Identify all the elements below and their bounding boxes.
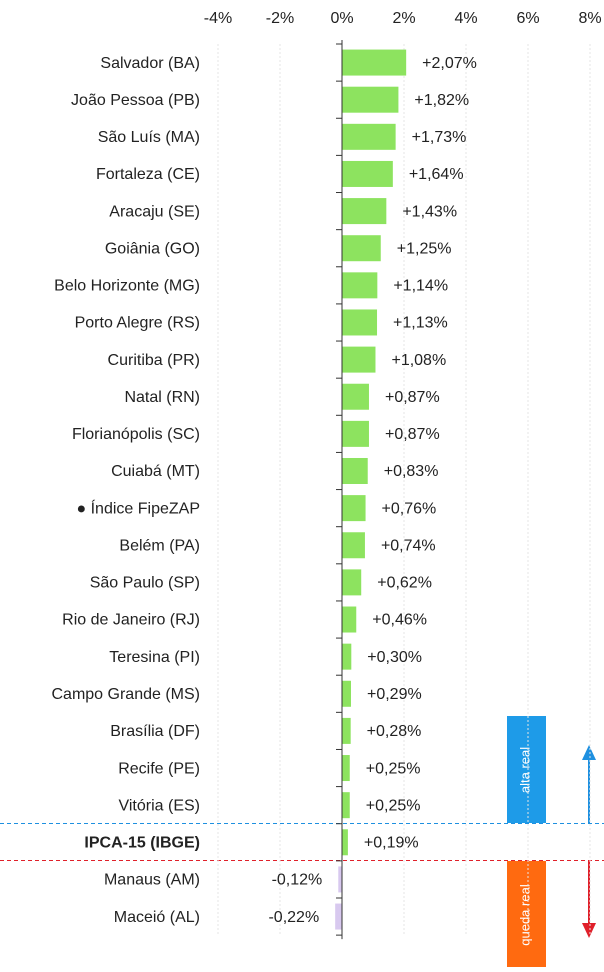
- value-label: +2,07%: [422, 55, 477, 72]
- y-tick-label: Teresina (PI): [109, 649, 200, 666]
- value-label: -0,22%: [268, 909, 319, 926]
- x-tick-label: 0%: [330, 10, 353, 27]
- bar: [342, 123, 396, 150]
- value-label: +1,08%: [391, 352, 446, 369]
- bar: [342, 420, 369, 447]
- queda-box: [507, 861, 546, 967]
- bar: [342, 457, 368, 484]
- value-label: +1,64%: [409, 166, 464, 183]
- bar: [342, 755, 350, 782]
- value-label: +0,25%: [366, 760, 421, 777]
- bar: [342, 495, 366, 522]
- y-tick-label: Aracaju (SE): [109, 203, 200, 220]
- y-tick-label: Salvador (BA): [100, 55, 200, 72]
- value-label: +0,25%: [366, 797, 421, 814]
- value-label: +0,76%: [382, 500, 437, 517]
- y-tick-label: ● Índice FipeZAP: [77, 498, 201, 517]
- bar: [342, 680, 351, 707]
- bar: [342, 309, 378, 336]
- x-tick-label: 6%: [516, 10, 539, 27]
- y-tick-label: Rio de Janeiro (RJ): [62, 612, 200, 629]
- value-label: +0,62%: [377, 575, 432, 592]
- y-tick-label: Brasília (DF): [110, 723, 200, 740]
- value-label: -0,12%: [272, 872, 323, 889]
- y-tick-label: Fortaleza (CE): [96, 166, 200, 183]
- annotation: alta real: [517, 747, 532, 793]
- bar: [342, 235, 381, 262]
- y-tick-label: Porto Alegre (RS): [75, 315, 200, 332]
- y-tick-label: João Pessoa (PB): [71, 92, 200, 109]
- value-label: +0,87%: [385, 426, 440, 443]
- bar: [342, 346, 376, 373]
- bar: [342, 643, 352, 670]
- bar: [338, 866, 342, 893]
- y-tick-label: São Luís (MA): [98, 129, 200, 146]
- x-tick-label: -4%: [204, 10, 232, 27]
- y-tick-label: Curitiba (PR): [108, 352, 200, 369]
- bar: [342, 272, 378, 299]
- value-label: +1,82%: [414, 92, 469, 109]
- y-tick-label: Campo Grande (MS): [52, 686, 201, 703]
- y-tick-label: Natal (RN): [124, 389, 200, 406]
- up-arrow-head: [582, 745, 596, 760]
- value-label: +1,25%: [397, 240, 452, 257]
- bar: [342, 792, 350, 819]
- y-tick-label: Belém (PA): [119, 537, 200, 554]
- value-label: +1,14%: [393, 278, 448, 295]
- annotation: queda real: [517, 884, 532, 946]
- x-tick-label: 4%: [454, 10, 477, 27]
- value-label: +0,87%: [385, 389, 440, 406]
- bar: [335, 903, 342, 930]
- y-tick-label: Recife (PE): [118, 760, 200, 777]
- bar: [342, 198, 387, 225]
- x-tick-label: 2%: [392, 10, 415, 27]
- y-tick-label: Florianópolis (SC): [72, 426, 200, 443]
- bar: [342, 606, 357, 633]
- value-label: +1,73%: [412, 129, 467, 146]
- value-label: +0,29%: [367, 686, 422, 703]
- value-label: +0,46%: [372, 612, 427, 629]
- bar: [342, 829, 348, 856]
- alta-box: [507, 716, 546, 823]
- bar: [342, 532, 365, 559]
- bar: [342, 49, 407, 76]
- bar: [342, 86, 399, 113]
- value-label: +0,28%: [367, 723, 422, 740]
- y-tick-label: Goiânia (GO): [105, 240, 200, 257]
- y-tick-label: Manaus (AM): [104, 872, 200, 889]
- y-tick-label: Cuiabá (MT): [111, 463, 200, 480]
- value-label: +1,13%: [393, 315, 448, 332]
- bar: [342, 569, 362, 596]
- down-arrow-head: [582, 923, 596, 938]
- value-label: +0,19%: [364, 835, 419, 852]
- value-label: +1,43%: [402, 203, 457, 220]
- y-tick-label: IPCA-15 (IBGE): [84, 835, 200, 852]
- y-tick-label: Maceió (AL): [114, 909, 200, 926]
- value-label: +0,30%: [367, 649, 422, 666]
- bar: [342, 160, 393, 187]
- y-tick-label: Belo Horizonte (MG): [54, 278, 200, 295]
- x-tick-label: -2%: [266, 10, 294, 27]
- y-tick-label: Vitória (ES): [118, 797, 200, 814]
- value-label: +0,74%: [381, 537, 436, 554]
- value-label: +0,83%: [384, 463, 439, 480]
- bar: [342, 717, 351, 744]
- y-tick-label: São Paulo (SP): [90, 575, 200, 592]
- bar: [342, 383, 369, 410]
- x-tick-label: 8%: [578, 10, 601, 27]
